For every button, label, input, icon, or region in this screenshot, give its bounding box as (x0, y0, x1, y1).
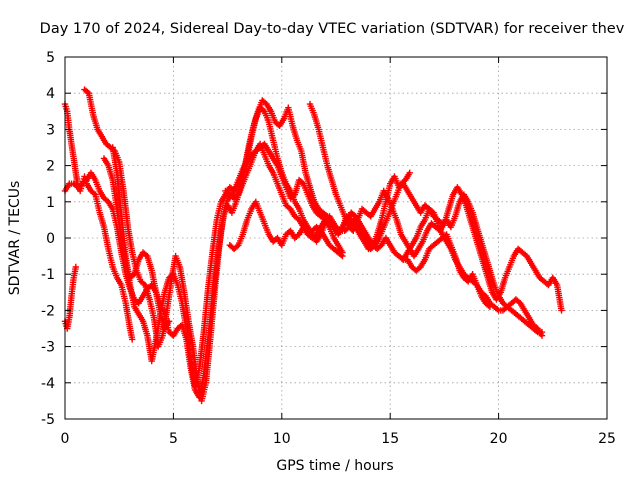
series-s7 (306, 100, 565, 314)
series-markers (306, 100, 565, 314)
series-line (228, 200, 344, 254)
y-tick-label: 3 (46, 122, 55, 138)
x-tick-label: 5 (169, 431, 178, 447)
y-tick-label: -5 (41, 412, 55, 428)
y-tick-label: -1 (41, 267, 55, 283)
series-s3 (61, 140, 346, 401)
chart-title: Day 170 of 2024, Sidereal Day-to-day VTE… (40, 21, 625, 37)
y-tick-label: 2 (46, 159, 55, 175)
plot-area (61, 86, 565, 405)
y-tick-label: 4 (46, 86, 55, 102)
series-s9 (400, 205, 546, 336)
y-tick-label: 0 (46, 231, 55, 247)
series-s8 (226, 198, 346, 256)
series-markers (100, 155, 173, 332)
y-axis-tick-labels: 5 4 3 2 1 0 -1 -2 -3 -4 -5 (41, 50, 55, 428)
x-tick-label: 20 (490, 431, 508, 447)
x-axis-tick-labels: 0 5 10 15 20 25 (61, 431, 616, 447)
x-tick-label: 10 (273, 431, 291, 447)
series-line (83, 88, 411, 402)
series-markers (81, 86, 413, 405)
y-axis-label: SDTVAR / TECUs (7, 181, 23, 296)
y-tick-label: 5 (46, 50, 55, 66)
series-s10 (100, 155, 173, 332)
series-markers (61, 140, 346, 401)
y-tick-label: -3 (41, 340, 55, 356)
axis-ticks (64, 56, 608, 420)
y-tick-label: -4 (41, 376, 55, 392)
series-line (308, 102, 563, 312)
x-tick-label: 25 (598, 431, 616, 447)
x-axis-label: GPS time / hours (276, 458, 393, 474)
x-tick-label: 15 (381, 431, 399, 447)
series-markers (400, 205, 546, 336)
y-tick-label: 1 (46, 195, 55, 211)
series-markers (226, 198, 346, 256)
series-s4 (81, 86, 413, 405)
y-tick-label: -2 (41, 303, 55, 319)
x-tick-label: 0 (61, 431, 70, 447)
